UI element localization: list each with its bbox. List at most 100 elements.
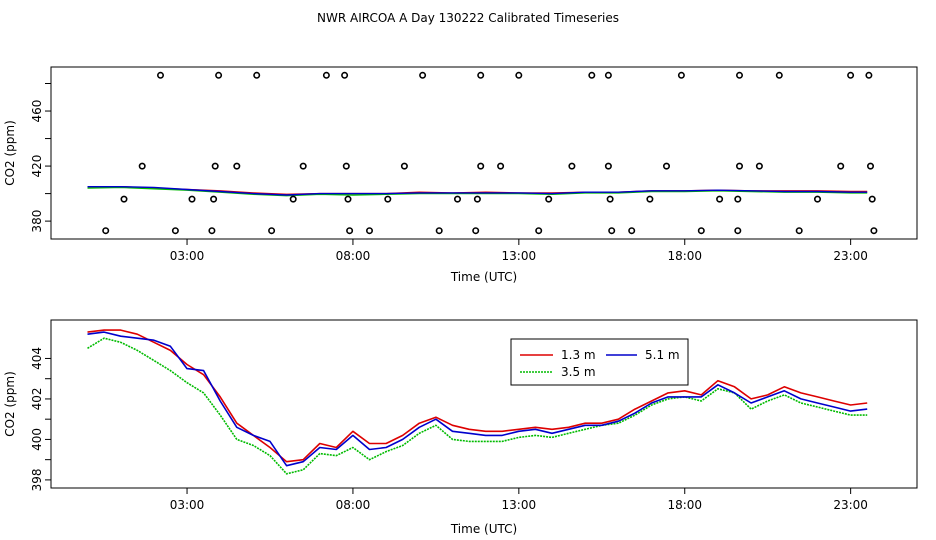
outlier-point	[138, 162, 146, 170]
legend-label-3-5m: 3.5 m	[561, 365, 596, 379]
outlier-point	[120, 195, 128, 203]
top-x-axis-label: Time (UTC)	[450, 270, 517, 284]
bottom-y-tick-label: 404	[30, 347, 44, 370]
outlier-point	[866, 162, 874, 170]
outlier-point	[477, 71, 485, 79]
bottom-x-tick-label: 13:00	[502, 498, 537, 512]
outlier-point	[233, 162, 241, 170]
outlier-point	[419, 71, 427, 79]
outlier-point	[341, 71, 349, 79]
bottom-y-axis-label: CO2 (ppm)	[3, 371, 17, 437]
top-x-tick-label: 23:00	[833, 249, 868, 263]
outlier-point	[735, 71, 743, 79]
outlier-point	[604, 162, 612, 170]
outlier-point	[322, 71, 330, 79]
outlier-point	[342, 162, 350, 170]
outlier-point	[253, 71, 261, 79]
outlier-point	[453, 195, 461, 203]
outlier-point	[171, 227, 179, 235]
outlier-point	[608, 227, 616, 235]
outlier-point	[813, 195, 821, 203]
outlier-point	[568, 162, 576, 170]
outlier-point	[755, 162, 763, 170]
bottom-x-axis: 03:00 08:00 13:00 18:00 23:00	[170, 488, 868, 512]
bottom-x-tick-label: 23:00	[833, 498, 868, 512]
outlier-point	[477, 162, 485, 170]
top-x-tick-label: 13:00	[502, 249, 537, 263]
bottom-x-tick-label: 18:00	[667, 498, 702, 512]
outlier-point	[208, 227, 216, 235]
outlier-point	[795, 227, 803, 235]
outlier-point	[545, 195, 553, 203]
top-x-tick-label: 03:00	[170, 249, 205, 263]
bottom-x-tick-label: 08:00	[336, 498, 371, 512]
outlier-point	[847, 71, 855, 79]
outlier-point	[268, 227, 276, 235]
bottom-series-line-1-3-m	[87, 329, 868, 463]
legend: 1.3 m 5.1 m 3.5 m	[510, 338, 689, 386]
legend-box	[510, 338, 689, 386]
top-x-tick-label: 08:00	[336, 249, 371, 263]
outlier-point	[606, 195, 614, 203]
outlier-point	[472, 227, 480, 235]
top-y-axis-label: CO2 (ppm)	[3, 120, 17, 186]
outlier-point	[435, 227, 443, 235]
outlier-point	[289, 195, 297, 203]
bottom-plot-data	[87, 329, 868, 475]
outlier-point	[588, 71, 596, 79]
outlier-point	[515, 71, 523, 79]
bottom-series-line-3-5-m	[87, 337, 868, 475]
outlier-point	[346, 227, 354, 235]
outlier-point	[646, 195, 654, 203]
top-panel: 03:00 08:00 13:00 18:00 23:00 380 420 460 Time…	[3, 66, 918, 284]
outlier-point	[211, 162, 219, 170]
legend-label-1-3m: 1.3 m	[561, 348, 596, 362]
outlier-point	[662, 162, 670, 170]
bottom-x-axis-label: Time (UTC)	[450, 522, 517, 536]
top-x-axis: 03:00 08:00 13:00 18:00 23:00	[170, 239, 868, 263]
top-y-axis: 380 420 460	[30, 83, 51, 233]
outlier-point	[344, 195, 352, 203]
outlier-point	[535, 227, 543, 235]
top-plot-frame	[50, 66, 918, 240]
outlier-point	[473, 195, 481, 203]
outlier-point	[697, 227, 705, 235]
bottom-y-tick-label: 400	[30, 428, 44, 451]
bottom-y-tick-label: 398	[30, 468, 44, 491]
bottom-y-axis: 398 400 402 404	[30, 347, 51, 491]
outlier-point	[868, 195, 876, 203]
top-series-line-3-5-m	[87, 186, 868, 197]
outlier-point	[628, 227, 636, 235]
bottom-x-tick-label: 03:00	[170, 498, 205, 512]
bottom-y-tick-label: 402	[30, 387, 44, 410]
outlier-point	[734, 195, 742, 203]
outlier-point	[365, 227, 373, 235]
outlier-point	[677, 71, 685, 79]
outlier-point	[102, 227, 110, 235]
outlier-point	[210, 195, 218, 203]
legend-label-5-1m: 5.1 m	[645, 348, 680, 362]
top-y-tick-label: 460	[30, 100, 44, 123]
top-plot-data	[87, 71, 878, 235]
outlier-point	[215, 71, 223, 79]
outlier-point	[865, 71, 873, 79]
outlier-point	[734, 227, 742, 235]
top-x-tick-label: 18:00	[667, 249, 702, 263]
outlier-point	[870, 227, 878, 235]
outlier-point	[604, 71, 612, 79]
outlier-point	[299, 162, 307, 170]
outlier-point	[735, 162, 743, 170]
bottom-series-line-5-1-m	[87, 331, 868, 467]
outlier-point	[400, 162, 408, 170]
figure-title: NWR AIRCOA A Day 130222 Calibrated Times…	[317, 11, 619, 25]
bottom-panel: 03:00 08:00 13:00 18:00 23:00 398 400 402 404 T…	[3, 319, 918, 536]
outlier-point	[837, 162, 845, 170]
outlier-point	[188, 195, 196, 203]
top-y-tick-label: 380	[30, 210, 44, 233]
top-series-line-5-1-m	[87, 185, 868, 196]
outlier-point	[157, 71, 165, 79]
outlier-point	[384, 195, 392, 203]
bottom-plot-frame	[50, 319, 918, 489]
outlier-point	[716, 195, 724, 203]
